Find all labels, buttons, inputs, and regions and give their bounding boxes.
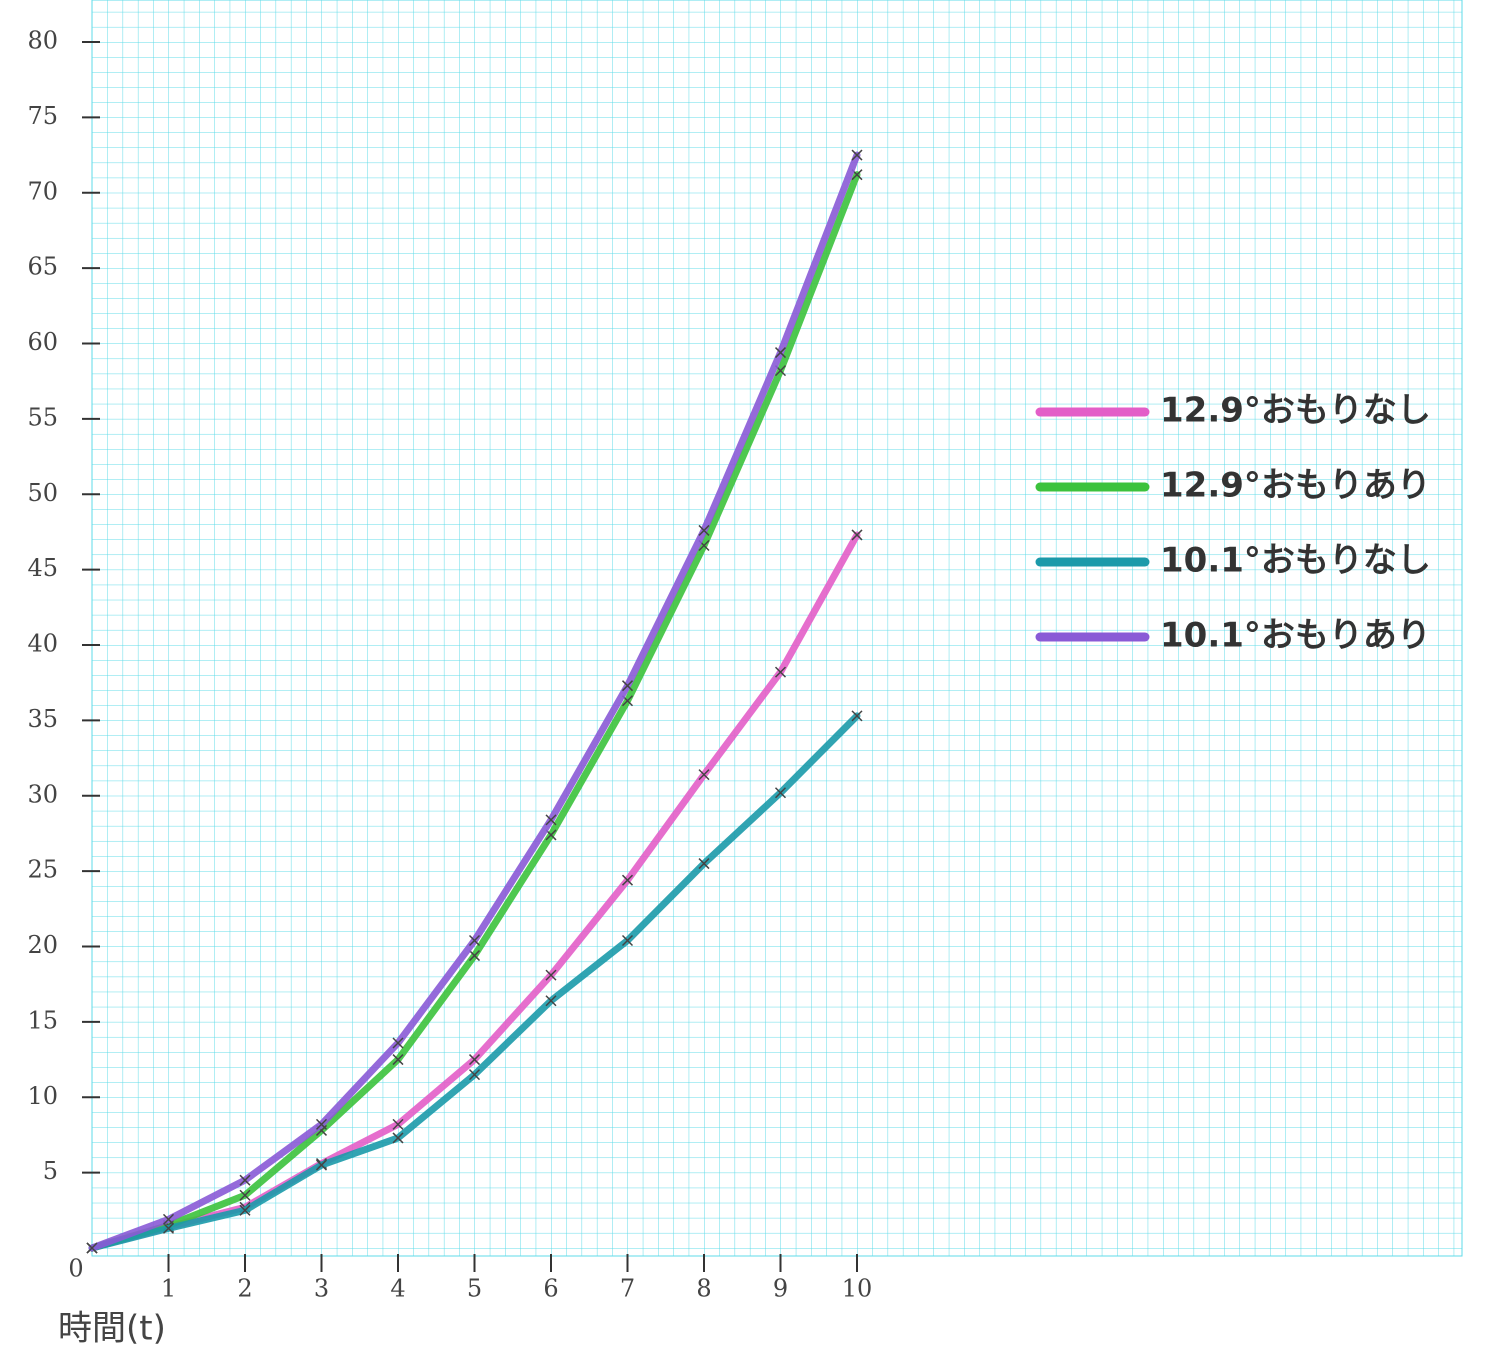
point-marker [468, 1054, 481, 1066]
y-tick-label: 5 [43, 1157, 58, 1185]
point-marker [621, 874, 634, 886]
legend-label: 10.1°おもりなし [1160, 541, 1431, 581]
x-tick-label: 7 [620, 1275, 635, 1303]
x-tick-label: 10 [842, 1275, 873, 1303]
legend-label: 12.9°おもりなし [1160, 391, 1431, 431]
point-marker [545, 814, 557, 826]
point-marker [239, 1204, 251, 1216]
point-marker [851, 149, 863, 161]
x-tick-label: 3 [314, 1275, 329, 1303]
point-marker [392, 1037, 404, 1049]
point-marker [239, 1174, 251, 1186]
legend-label: 10.1°おもりあり [1160, 616, 1431, 656]
y-tick-label: 35 [27, 705, 58, 733]
y-tick-label: 65 [27, 253, 58, 281]
point-marker [86, 1242, 98, 1254]
point-marker [774, 666, 787, 678]
point-marker [698, 769, 710, 781]
x-tick-label: 4 [390, 1275, 405, 1303]
y-tick-label: 45 [27, 554, 58, 582]
point-marker [392, 1054, 404, 1066]
y-tick-label: 70 [27, 177, 58, 205]
y-tick-label: 20 [27, 931, 58, 959]
x-tick-label: 8 [696, 1275, 711, 1303]
point-marker [162, 1222, 175, 1234]
point-marker [545, 995, 557, 1007]
point-marker [851, 529, 863, 541]
point-marker [315, 1159, 328, 1171]
point-marker [315, 1118, 328, 1130]
point-marker [392, 1118, 404, 1130]
y-tick-label: 50 [27, 479, 58, 507]
point-marker [774, 347, 787, 359]
point-marker [468, 934, 481, 947]
point-marker [851, 710, 863, 722]
y-tick-label: 15 [27, 1006, 58, 1034]
y-tick-label: 10 [27, 1082, 58, 1110]
point-marker [468, 950, 481, 962]
y-tick-label: 55 [27, 403, 58, 431]
point-marker [162, 1213, 175, 1225]
point-marker [468, 1069, 481, 1081]
graph-paper [91, 0, 1463, 1257]
y-tick-label: 75 [27, 102, 58, 130]
x-tick-label: 9 [773, 1275, 788, 1303]
point-marker [545, 969, 557, 981]
x-tick-label: 5 [467, 1275, 482, 1303]
point-marker [698, 858, 710, 870]
y-tick-label: 40 [27, 630, 58, 658]
point-marker [392, 1132, 404, 1144]
x-tick-label: 1 [161, 1275, 176, 1303]
legend-label: 12.9°おもりあり [1160, 466, 1431, 506]
y-tick-label: 80 [27, 27, 58, 55]
x-tick-label: 6 [543, 1275, 558, 1303]
y-tick-label: 30 [27, 780, 58, 808]
point-marker [239, 1189, 251, 1201]
point-marker [621, 680, 634, 692]
x-axis-title: 時間(t) [58, 1309, 166, 1349]
point-marker [774, 787, 787, 799]
y-tick-label: 60 [27, 328, 58, 356]
x-tick-label: 0 [68, 1255, 83, 1283]
y-tick-label: 25 [27, 856, 58, 884]
point-marker [698, 524, 710, 536]
x-tick-label: 2 [237, 1275, 252, 1303]
point-marker [621, 934, 634, 947]
